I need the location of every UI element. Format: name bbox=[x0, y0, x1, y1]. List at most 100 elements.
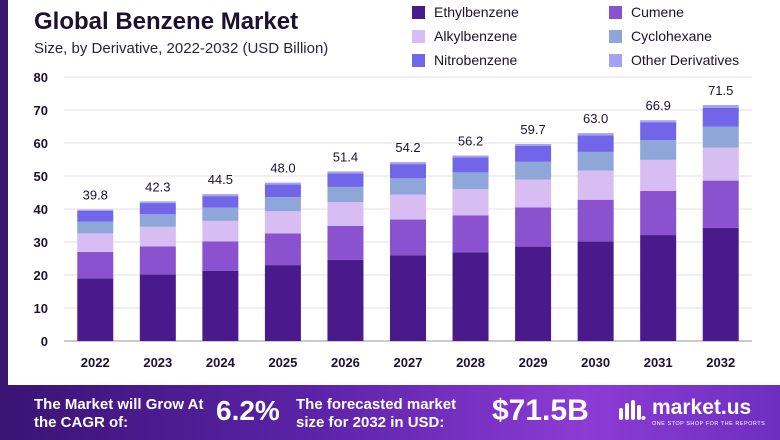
bar-segment-cyclohexane bbox=[452, 172, 489, 190]
legend-swatch bbox=[609, 53, 622, 67]
left-accent-bar bbox=[0, 0, 8, 385]
bar-segment-nitrobenzene bbox=[640, 122, 677, 141]
cagr-caption: The Market will Grow At the CAGR of: bbox=[34, 396, 204, 431]
bar-segment-cyclohexane bbox=[390, 178, 426, 195]
bar-total-label: 44.5 bbox=[208, 172, 233, 187]
brand-tagline: ONE STOP SHOP FOR THE REPORTS bbox=[652, 421, 766, 427]
legend-item-other-derivatives: Other Derivatives bbox=[609, 50, 739, 70]
x-tick-label: 2023 bbox=[143, 355, 172, 370]
bar-segment-cyclohexane bbox=[577, 151, 614, 171]
x-tick-label: 2031 bbox=[644, 355, 673, 370]
bar-segment-cumene bbox=[327, 225, 364, 260]
legend-item-cumene: Cumene bbox=[609, 2, 684, 22]
bar-segment-cumene bbox=[202, 241, 239, 271]
bar-total-label: 54.2 bbox=[395, 140, 420, 155]
bar-segment-cumene bbox=[640, 190, 677, 236]
bar-segment-other-derivatives bbox=[77, 209, 114, 211]
bar-segment-nitrobenzene bbox=[577, 135, 614, 152]
bar-total-label: 48.0 bbox=[270, 161, 295, 176]
bar-total-label: 71.5 bbox=[708, 83, 733, 98]
bar-segment-alkylbenzene bbox=[577, 170, 614, 200]
y-tick-label: 20 bbox=[34, 268, 48, 283]
legend-label: Alkylbenzene bbox=[434, 28, 518, 44]
footer-banner: The Market will Grow At the CAGR of: 6.2… bbox=[0, 385, 780, 440]
bar-segment-other-derivatives bbox=[390, 162, 426, 165]
bar-total-label: 63.0 bbox=[583, 111, 608, 126]
x-tick-label: 2022 bbox=[81, 355, 110, 370]
legend-item-alkylbenzene: Alkylbenzene bbox=[412, 26, 517, 46]
x-tick-label: 2027 bbox=[394, 355, 423, 370]
bar-segment-nitrobenzene bbox=[77, 210, 114, 222]
bar-segment-ethylbenzene bbox=[77, 278, 114, 341]
legend-item-nitrobenzene: Nitrobenzene bbox=[412, 50, 517, 70]
legend-label: Ethylbenzene bbox=[434, 4, 519, 20]
y-tick-label: 80 bbox=[34, 70, 48, 85]
forecast-value: $71.5B bbox=[492, 394, 589, 427]
bar-segment-cumene bbox=[702, 180, 739, 228]
bar-segment-ethylbenzene bbox=[640, 235, 677, 341]
y-tick-label: 30 bbox=[34, 235, 48, 250]
bar-segment-alkylbenzene bbox=[139, 226, 176, 247]
y-tick-label: 0 bbox=[41, 334, 48, 349]
bar-segment-ethylbenzene bbox=[202, 270, 239, 341]
bar-segment-cyclohexane bbox=[327, 186, 364, 203]
legend-item-ethylbenzene: Ethylbenzene bbox=[412, 2, 519, 22]
market-us-logo-icon bbox=[619, 400, 646, 420]
y-tick-label: 60 bbox=[34, 136, 48, 151]
bar-segment-cumene bbox=[390, 219, 426, 256]
bar-segment-other-derivatives bbox=[139, 201, 176, 204]
bar-segment-ethylbenzene bbox=[327, 259, 364, 341]
bar-segment-alkylbenzene bbox=[264, 211, 301, 234]
legend-label: Nitrobenzene bbox=[434, 52, 518, 68]
bar-total-label: 39.8 bbox=[83, 188, 108, 203]
legend-swatch bbox=[412, 29, 425, 43]
bar-segment-cumene bbox=[77, 251, 114, 279]
legend: Ethylbenzene Cumene Alkylbenzene Cyclohe… bbox=[408, 0, 780, 74]
bar-segment-ethylbenzene bbox=[702, 227, 739, 341]
bar-segment-nitrobenzene bbox=[139, 203, 176, 215]
stacked-bar-chart: 0102030405060708039.8202242.3202344.5202… bbox=[34, 70, 752, 370]
y-tick-label: 40 bbox=[34, 202, 48, 217]
x-tick-label: 2026 bbox=[331, 355, 360, 370]
bar-segment-alkylbenzene bbox=[702, 147, 739, 181]
cagr-value: 6.2% bbox=[216, 395, 280, 426]
y-tick-label: 50 bbox=[34, 169, 48, 184]
legend-label: Cumene bbox=[631, 4, 684, 20]
x-tick-label: 2025 bbox=[268, 355, 297, 370]
bar-segment-other-derivatives bbox=[264, 182, 301, 185]
brand-logo[interactable]: market.us ONE STOP SHOP FOR THE REPORTS bbox=[618, 396, 768, 432]
bar-total-label: 42.3 bbox=[145, 179, 170, 194]
bar-segment-nitrobenzene bbox=[515, 145, 552, 162]
bar-segment-nitrobenzene bbox=[702, 107, 739, 127]
legend-swatch bbox=[412, 53, 425, 67]
bar-segment-cyclohexane bbox=[202, 207, 239, 221]
bar-segment-cumene bbox=[452, 215, 489, 253]
bar-segment-cyclohexane bbox=[139, 214, 176, 227]
bar-segment-cumene bbox=[515, 207, 552, 247]
bar-segment-nitrobenzene bbox=[264, 184, 301, 198]
bar-segment-cyclohexane bbox=[702, 126, 739, 148]
bar-segment-ethylbenzene bbox=[139, 274, 176, 341]
bar-segment-ethylbenzene bbox=[390, 255, 426, 341]
bar-segment-nitrobenzene bbox=[390, 164, 426, 179]
bar-segment-other-derivatives bbox=[515, 143, 552, 146]
bar-total-label: 51.4 bbox=[333, 149, 358, 164]
bar-segment-nitrobenzene bbox=[327, 173, 364, 187]
bar-segment-ethylbenzene bbox=[515, 246, 552, 341]
bar-segment-cumene bbox=[577, 199, 614, 242]
legend-label: Cyclohexane bbox=[631, 28, 712, 44]
bar-segment-ethylbenzene bbox=[452, 252, 489, 341]
chart-title: Global Benzene Market bbox=[34, 8, 299, 35]
bar-segment-alkylbenzene bbox=[202, 220, 239, 242]
bar-total-label: 59.7 bbox=[520, 122, 545, 137]
bar-segment-cumene bbox=[264, 233, 301, 266]
y-tick-label: 70 bbox=[34, 103, 48, 118]
bar-segment-alkylbenzene bbox=[327, 202, 364, 226]
legend-item-cyclohexane: Cyclohexane bbox=[609, 26, 712, 46]
chart-subtitle: Size, by Derivative, 2022-2032 (USD Bill… bbox=[34, 40, 329, 57]
x-tick-label: 2029 bbox=[519, 355, 548, 370]
forecast-caption: The forecasted market size for 2032 in U… bbox=[296, 396, 457, 431]
bar-segment-other-derivatives bbox=[640, 120, 677, 123]
bar-segment-alkylbenzene bbox=[452, 189, 489, 216]
x-tick-label: 2032 bbox=[706, 355, 735, 370]
